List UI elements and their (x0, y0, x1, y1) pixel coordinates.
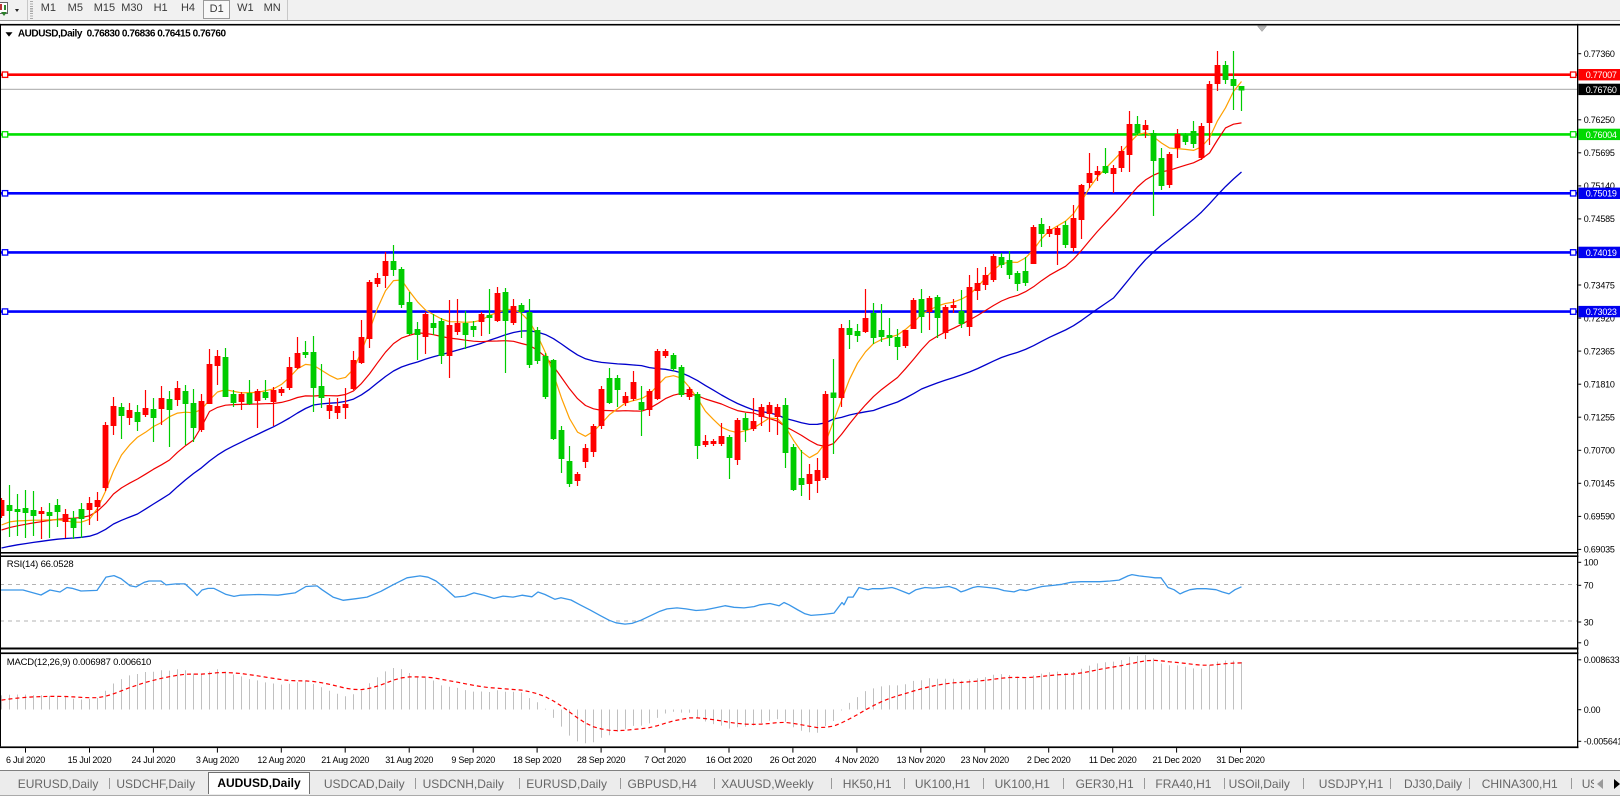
svg-text:6 Jul 2020: 6 Jul 2020 (6, 755, 45, 765)
svg-text:15 Jul 2020: 15 Jul 2020 (68, 755, 112, 765)
svg-text:21 Dec 2020: 21 Dec 2020 (1152, 755, 1201, 765)
svg-text:13 Nov 2020: 13 Nov 2020 (897, 755, 946, 765)
svg-text:70: 70 (1584, 581, 1594, 591)
svg-text:0.73023: 0.73023 (1586, 307, 1617, 317)
svg-text:2 Dec 2020: 2 Dec 2020 (1027, 755, 1071, 765)
svg-text:21 Aug 2020: 21 Aug 2020 (321, 755, 369, 765)
svg-text:0.008633: 0.008633 (1584, 655, 1620, 665)
svg-text:28 Sep 2020: 28 Sep 2020 (577, 755, 626, 765)
svg-text:0.74019: 0.74019 (1586, 248, 1617, 258)
svg-text:0.76004: 0.76004 (1586, 130, 1617, 140)
svg-text:0.69590: 0.69590 (1584, 512, 1615, 522)
svg-text:0.73475: 0.73475 (1584, 280, 1615, 290)
svg-text:0.69035: 0.69035 (1584, 545, 1615, 555)
svg-text:0.70145: 0.70145 (1584, 479, 1615, 489)
svg-text:0.75140: 0.75140 (1584, 181, 1615, 191)
svg-text:0.74585: 0.74585 (1584, 214, 1615, 224)
svg-text:26 Oct 2020: 26 Oct 2020 (770, 755, 817, 765)
svg-text:4 Nov 2020: 4 Nov 2020 (835, 755, 879, 765)
svg-text:24 Jul 2020: 24 Jul 2020 (132, 755, 176, 765)
svg-text:7 Oct 2020: 7 Oct 2020 (644, 755, 686, 765)
svg-text:0.76760: 0.76760 (1586, 85, 1617, 95)
svg-text:AUDUSD,Daily 0.76830 0.76836: AUDUSD,Daily 0.76830 0.76836 0.76415 0.7… (18, 29, 227, 40)
svg-text:18 Sep 2020: 18 Sep 2020 (513, 755, 562, 765)
svg-text:9 Sep 2020: 9 Sep 2020 (451, 755, 495, 765)
svg-text:0.71810: 0.71810 (1584, 380, 1615, 390)
svg-text:RSI(14) 66.0528: RSI(14) 66.0528 (7, 559, 74, 570)
svg-text:0.72920: 0.72920 (1584, 313, 1615, 323)
svg-text:0.00: 0.00 (1584, 705, 1601, 715)
svg-text:0.77360: 0.77360 (1584, 49, 1615, 59)
svg-text:0: 0 (1584, 638, 1589, 648)
svg-text:0.75019: 0.75019 (1586, 189, 1617, 199)
svg-text:16 Oct 2020: 16 Oct 2020 (706, 755, 753, 765)
svg-text:31 Aug 2020: 31 Aug 2020 (385, 755, 433, 765)
svg-text:MACD(12,26,9) 0.006987 0.00661: MACD(12,26,9) 0.006987 0.006610 (7, 657, 151, 668)
svg-text:0.75695: 0.75695 (1584, 148, 1615, 158)
svg-text:30: 30 (1584, 617, 1594, 627)
svg-text:-0.005641: -0.005641 (1584, 737, 1620, 747)
svg-text:12 Aug 2020: 12 Aug 2020 (257, 755, 305, 765)
svg-text:0.71255: 0.71255 (1584, 413, 1615, 423)
svg-text:23 Nov 2020: 23 Nov 2020 (961, 755, 1010, 765)
svg-text:0.70700: 0.70700 (1584, 446, 1615, 456)
svg-text:100: 100 (1584, 558, 1599, 568)
svg-text:31 Dec 2020: 31 Dec 2020 (1216, 755, 1265, 765)
svg-text:0.76250: 0.76250 (1584, 115, 1615, 125)
svg-text:0.72365: 0.72365 (1584, 346, 1615, 356)
svg-text:3 Aug 2020: 3 Aug 2020 (196, 755, 239, 765)
svg-text:0.77007: 0.77007 (1586, 70, 1617, 80)
svg-text:11 Dec 2020: 11 Dec 2020 (1089, 755, 1137, 765)
